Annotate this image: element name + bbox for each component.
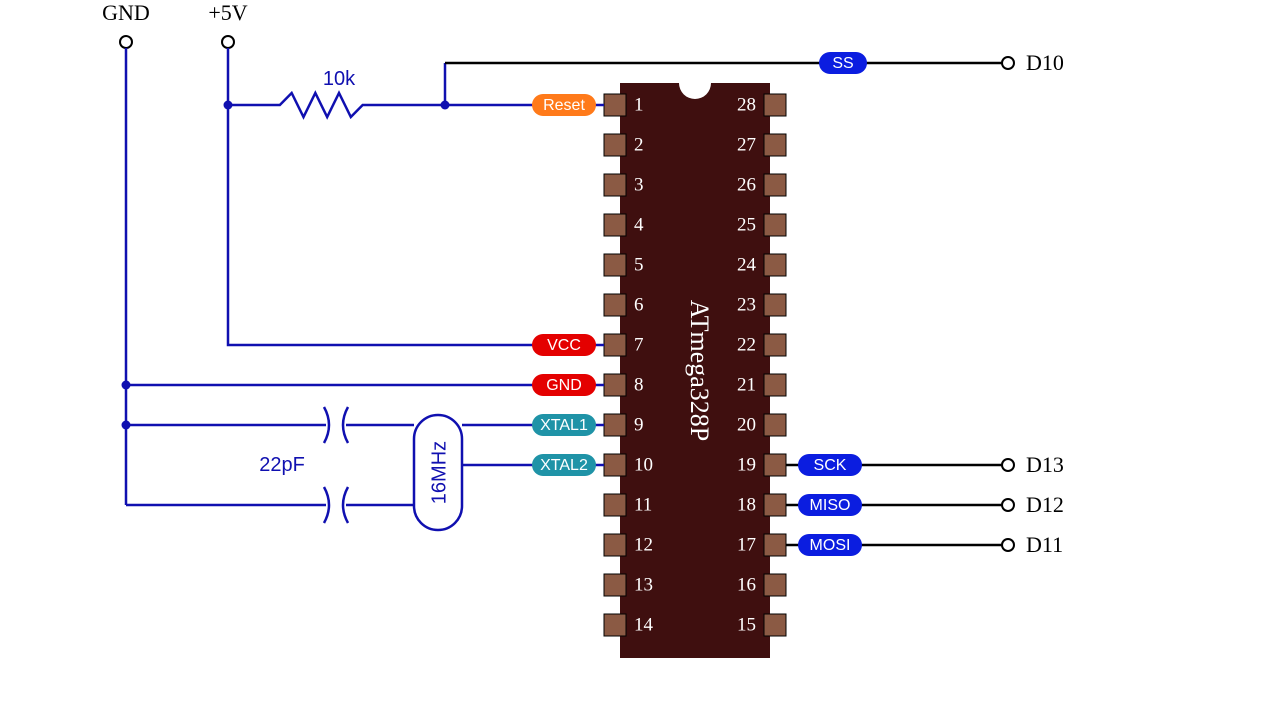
label-d13: D13: [1026, 452, 1064, 477]
pin-6-number: 6: [634, 294, 644, 315]
pin-3-number: 3: [634, 174, 644, 195]
label-d12: D12: [1026, 492, 1064, 517]
terminal-d11: [1002, 539, 1014, 551]
pill-gnd: GND: [532, 374, 596, 396]
pin-10-pad: [604, 454, 626, 476]
pin-6-pad: [604, 294, 626, 316]
pin-11-number: 11: [634, 494, 652, 515]
pin-15-pad: [764, 614, 786, 636]
pin-5-pad: [604, 254, 626, 276]
pin-23-number: 23: [737, 294, 756, 315]
pin-21-number: 21: [737, 374, 756, 395]
pin-1-number: 1: [634, 94, 644, 115]
svg-text:Reset: Reset: [543, 97, 585, 114]
label-d11: D11: [1026, 532, 1063, 557]
vcc-terminal-label: +5V: [208, 0, 247, 25]
pin-13-number: 13: [634, 574, 653, 595]
pin-9-number: 9: [634, 414, 644, 435]
junction-gnd-pin8: [122, 381, 131, 390]
vcc-terminal: [222, 36, 234, 48]
resistor-label: 10k: [323, 68, 356, 90]
svg-text:MISO: MISO: [810, 497, 851, 514]
pin-27-number: 27: [737, 134, 756, 155]
pin-26-number: 26: [737, 174, 756, 195]
svg-text:VCC: VCC: [547, 337, 581, 354]
cap-label: 22pF: [259, 454, 305, 476]
pin-17-pad: [764, 534, 786, 556]
chip-label: ATmega328P: [685, 300, 714, 442]
resistor-10k: [268, 93, 410, 117]
junction-gnd-cap1: [122, 421, 131, 430]
pin-24-pad: [764, 254, 786, 276]
pin-17-number: 17: [737, 534, 756, 555]
label-d10: D10: [1026, 50, 1064, 75]
svg-text:MOSI: MOSI: [810, 537, 851, 554]
pin-7-number: 7: [634, 334, 644, 355]
pin-18-number: 18: [737, 494, 756, 515]
pin-1-pad: [604, 94, 626, 116]
pin-20-number: 20: [737, 414, 756, 435]
pill-ss: SS: [819, 52, 867, 74]
svg-text:GND: GND: [546, 377, 582, 394]
pin-10-number: 10: [634, 454, 653, 475]
pill-mosi: MOSI: [798, 534, 862, 556]
pin-25-pad: [764, 214, 786, 236]
crystal-label: 16MHz: [428, 441, 450, 504]
junction-vcc-resistor: [224, 101, 233, 110]
pin-8-number: 8: [634, 374, 644, 395]
pin-22-number: 22: [737, 334, 756, 355]
chip-atmega328p: ATmega328P123456789101112131428272625242…: [604, 83, 786, 658]
pill-xtal2: XTAL2: [532, 454, 596, 476]
pin-21-pad: [764, 374, 786, 396]
svg-text:XTAL2: XTAL2: [540, 457, 588, 474]
wire-vcc-to-pin7: [228, 48, 604, 345]
pin-13-pad: [604, 574, 626, 596]
pin-4-number: 4: [634, 214, 644, 235]
pin-26-pad: [764, 174, 786, 196]
pill-sck: SCK: [798, 454, 862, 476]
gnd-terminal-label: GND: [102, 0, 150, 25]
pin-7-pad: [604, 334, 626, 356]
pin-2-number: 2: [634, 134, 644, 155]
pin-27-pad: [764, 134, 786, 156]
terminal-d13: [1002, 459, 1014, 471]
pin-19-pad: [764, 454, 786, 476]
svg-text:XTAL1: XTAL1: [540, 417, 588, 434]
pin-3-pad: [604, 174, 626, 196]
pin-15-number: 15: [737, 614, 756, 635]
pill-xtal1: XTAL1: [532, 414, 596, 436]
pin-4-pad: [604, 214, 626, 236]
pin-16-pad: [764, 574, 786, 596]
pin-14-number: 14: [634, 614, 654, 635]
pin-24-number: 24: [737, 254, 757, 275]
terminal-d12: [1002, 499, 1014, 511]
pin-28-number: 28: [737, 94, 756, 115]
pill-vcc: VCC: [532, 334, 596, 356]
pin-11-pad: [604, 494, 626, 516]
pin-14-pad: [604, 614, 626, 636]
svg-text:SCK: SCK: [814, 457, 847, 474]
pin-2-pad: [604, 134, 626, 156]
gnd-terminal: [120, 36, 132, 48]
pin-16-number: 16: [737, 574, 756, 595]
svg-text:SS: SS: [832, 55, 853, 72]
pin-9-pad: [604, 414, 626, 436]
pin-23-pad: [764, 294, 786, 316]
pin-22-pad: [764, 334, 786, 356]
pin-5-number: 5: [634, 254, 644, 275]
terminal-d10: [1002, 57, 1014, 69]
pin-8-pad: [604, 374, 626, 396]
junction-reset: [441, 101, 450, 110]
pin-12-pad: [604, 534, 626, 556]
pin-12-number: 12: [634, 534, 653, 555]
pin-18-pad: [764, 494, 786, 516]
pin-19-number: 19: [737, 454, 756, 475]
pin-20-pad: [764, 414, 786, 436]
pill-miso: MISO: [798, 494, 862, 516]
pin-28-pad: [764, 94, 786, 116]
pin-25-number: 25: [737, 214, 756, 235]
pill-reset: Reset: [532, 94, 596, 116]
